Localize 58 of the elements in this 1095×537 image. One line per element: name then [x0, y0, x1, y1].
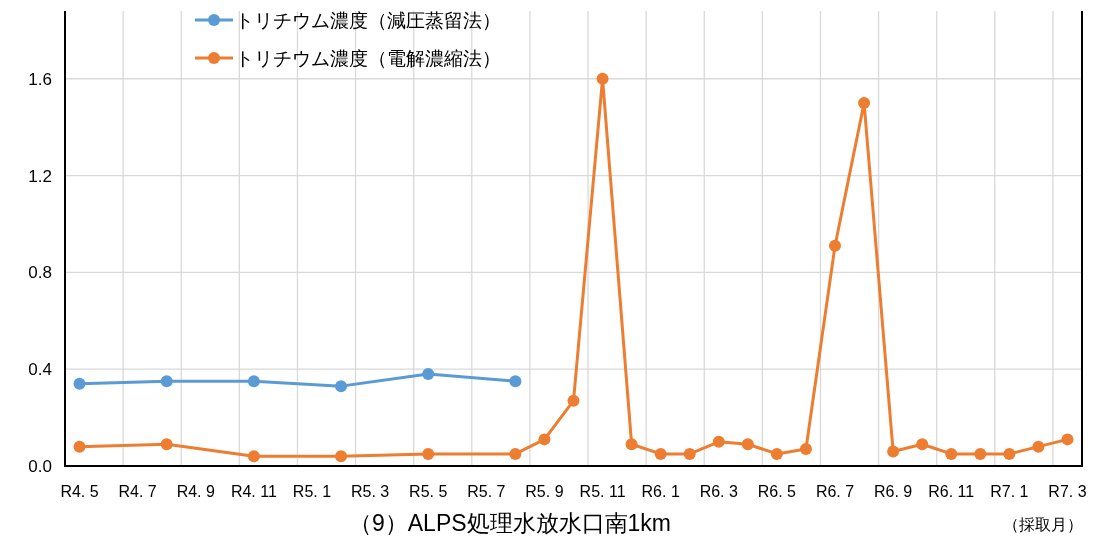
- point: [625, 438, 638, 451]
- point: [596, 72, 609, 85]
- point: [422, 368, 435, 381]
- point: [712, 435, 725, 448]
- point: [799, 443, 812, 456]
- point: [829, 239, 842, 252]
- x-tick-label: R5. 1: [292, 483, 332, 500]
- point: [974, 447, 987, 460]
- point: [741, 438, 754, 451]
- x-tick-label: R6. 11: [928, 483, 975, 500]
- x-tick-label: R4. 5: [60, 483, 99, 500]
- x-tick-label: R6. 1: [641, 483, 680, 500]
- legend-label: トリチウム濃度（電解濃縮法）: [235, 48, 501, 69]
- x-tick-label: R6. 9: [874, 483, 913, 500]
- x-tick-label: R4. 9: [176, 483, 215, 500]
- x-tick-label: R5. 5: [409, 483, 448, 500]
- point: [1032, 440, 1045, 453]
- point: [770, 447, 783, 460]
- point: [1003, 447, 1016, 460]
- point: [654, 447, 667, 460]
- x-tick-label: R5. 11: [579, 483, 626, 500]
- legend-label: トリチウム濃度（減圧蒸留法）: [235, 10, 501, 31]
- y-tick-label: 0.0: [28, 457, 52, 476]
- point: [247, 375, 260, 388]
- x-tick-label: R6. 3: [699, 483, 738, 500]
- x-tick-label: R6. 5: [757, 483, 797, 500]
- point: [335, 450, 348, 463]
- point: [858, 96, 871, 109]
- point: [916, 438, 929, 451]
- point: [1061, 433, 1074, 446]
- point: [247, 450, 260, 463]
- point: [422, 447, 435, 460]
- x-tick-label: R7. 1: [990, 483, 1029, 500]
- y-tick-label: 0.8: [28, 263, 52, 283]
- point: [538, 433, 551, 446]
- x-tick-label: R4. 7: [118, 483, 157, 500]
- y-tick-label: 1.6: [28, 69, 52, 89]
- point: [945, 447, 958, 460]
- point: [160, 375, 173, 388]
- x-axis-title: （採取月）: [1003, 516, 1083, 533]
- x-tick-label: R4. 11: [230, 483, 277, 500]
- point: [160, 438, 173, 451]
- point: [73, 377, 86, 390]
- point: [335, 380, 348, 393]
- point: [509, 375, 522, 388]
- x-tick-label: R5. 3: [350, 483, 390, 500]
- x-tick-label: R6. 7: [815, 483, 855, 500]
- text: （9）ALPS処理水放水口南1km: [348, 510, 672, 536]
- point: [887, 445, 900, 458]
- x-tick-label: R5. 7: [467, 483, 506, 500]
- point: [509, 447, 522, 460]
- x-tick-label: R7. 3: [1048, 483, 1087, 500]
- y-tick-label: 0.4: [28, 360, 52, 380]
- y-tick-label: 1.2: [28, 166, 52, 186]
- point: [683, 447, 696, 460]
- x-tick-label: R5. 9: [525, 483, 564, 500]
- point: [73, 440, 86, 453]
- point: [567, 394, 580, 407]
